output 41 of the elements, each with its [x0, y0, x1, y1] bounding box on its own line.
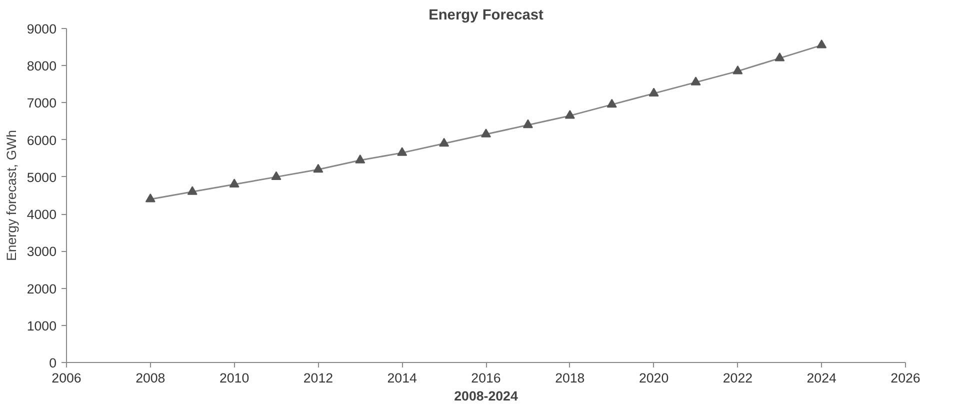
y-tick-label: 5000 — [26, 170, 57, 185]
point — [397, 147, 408, 156]
x-tick-label: 2026 — [890, 370, 920, 386]
point — [774, 52, 785, 62]
point — [648, 88, 659, 97]
y-tick-label: 9000 — [26, 22, 57, 36]
point — [439, 138, 450, 147]
y-tick-label: 0 — [49, 356, 57, 370]
chart-title: Energy Forecast — [428, 8, 544, 24]
y-tick-label: 8000 — [26, 58, 57, 74]
x-tick-label: 2008 — [136, 370, 166, 386]
point — [522, 119, 533, 128]
point — [271, 171, 282, 180]
x-tick-label: 2012 — [303, 370, 334, 386]
point — [732, 65, 743, 74]
point — [229, 178, 240, 188]
y-axis-title: Energy forecast, GWh — [4, 130, 19, 262]
x-axis-title: 2008-2024 — [454, 388, 518, 404]
x-tick-label: 2020 — [638, 370, 669, 386]
point — [313, 164, 324, 173]
point — [606, 98, 617, 108]
point — [816, 40, 827, 48]
y-tick-label: 2000 — [26, 281, 57, 296]
point — [481, 128, 491, 138]
point — [145, 194, 156, 202]
point — [355, 154, 366, 164]
y-tick-label: 3000 — [26, 244, 57, 260]
x-tick-label: 2022 — [722, 370, 753, 386]
x-tick-label: 2016 — [471, 370, 501, 386]
point — [564, 110, 575, 119]
y-tick-label: 1000 — [26, 318, 57, 334]
point — [690, 76, 701, 86]
x-tick-label: 2006 — [52, 370, 82, 386]
x-tick-label: 2018 — [555, 370, 585, 386]
x-tick-label: 2024 — [806, 370, 838, 386]
y-tick-label: 6000 — [26, 132, 57, 148]
y-tick-label: 7000 — [26, 96, 57, 111]
point — [187, 186, 198, 195]
y-tick-label: 4000 — [26, 207, 57, 222]
x-tick-label: 2010 — [219, 370, 250, 386]
x-tick-label: 2014 — [387, 370, 418, 386]
